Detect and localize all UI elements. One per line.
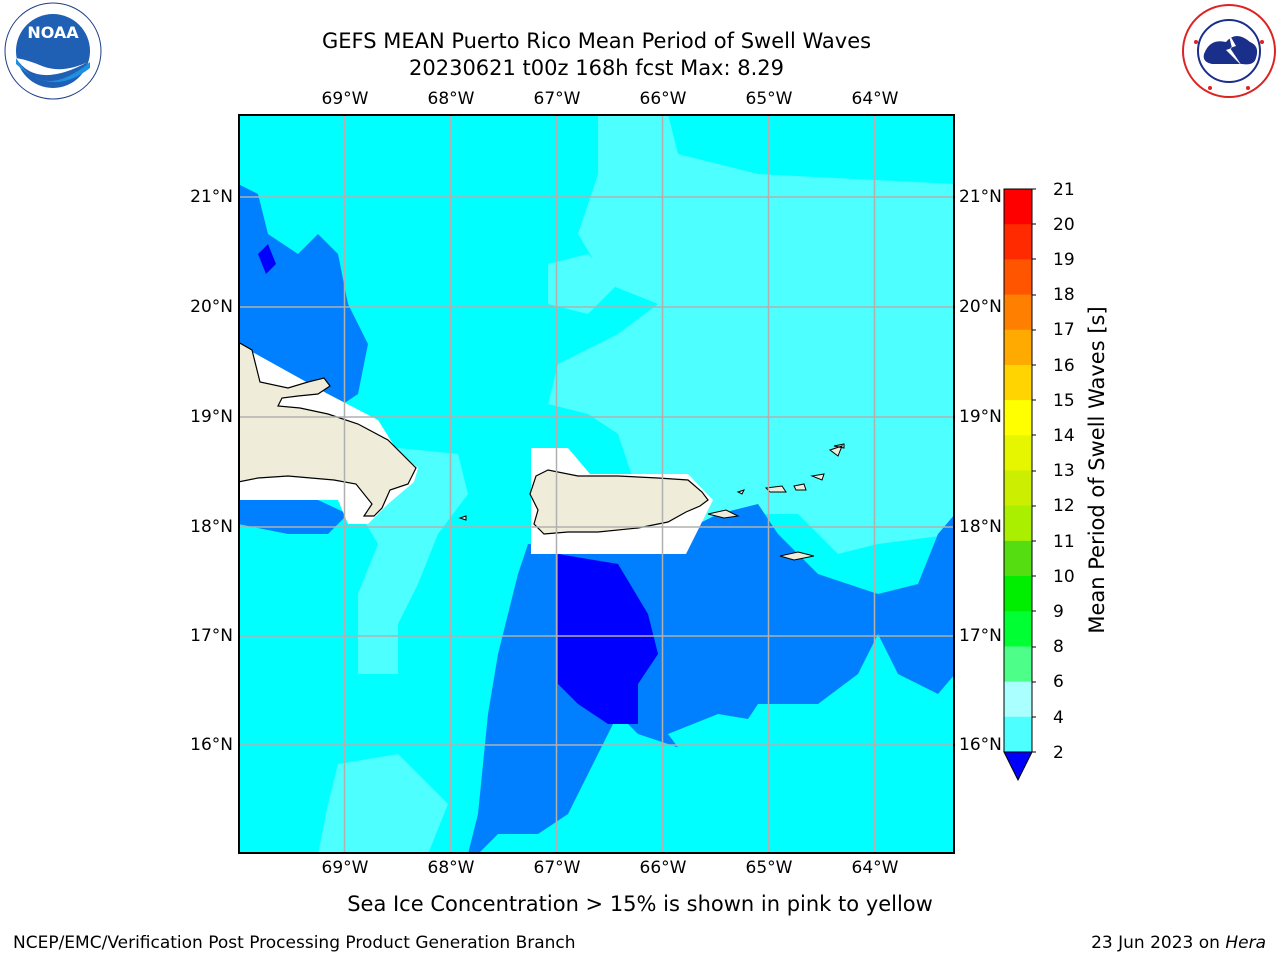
colorbar-ticks xyxy=(1032,188,1036,753)
colorbar-swatch-15 xyxy=(1004,400,1032,436)
period-field-lt-2-small xyxy=(258,244,276,274)
colorbar-swatch-11 xyxy=(1004,540,1032,577)
virgin-islands xyxy=(736,443,845,495)
colorbar-title: Mean Period of Swell Waves [s] xyxy=(1085,306,1109,634)
puerto-rico-land xyxy=(529,469,709,535)
lon-label-bottom-68w: 68°W xyxy=(427,858,475,878)
footer-machine: Hera xyxy=(1225,933,1266,953)
colorbar-label-8: 8 xyxy=(1053,637,1064,657)
colorbar-label-13: 13 xyxy=(1053,461,1075,481)
colorbar-swatches xyxy=(1004,189,1032,753)
lon-label-bottom-65w: 65°W xyxy=(745,858,793,878)
lat-label-left-17n: 17°N xyxy=(190,626,233,646)
lon-label-top-66w: 66°W xyxy=(639,89,687,109)
footer-branch: NCEP/EMC/Verification Post Processing Pr… xyxy=(13,933,576,953)
lat-label-left-20n: 20°N xyxy=(190,297,233,317)
colorbar-swatch-13 xyxy=(1004,470,1032,507)
colorbar-swatch-8 xyxy=(1004,646,1032,683)
lat-label-left-16n: 16°N xyxy=(190,735,233,755)
colorbar-swatch-18 xyxy=(1004,294,1032,331)
mona-island xyxy=(458,515,467,521)
colorbar-under-triangle xyxy=(1003,751,1033,782)
colorbar-swatch-10 xyxy=(1004,576,1032,612)
colorbar-label-6: 6 xyxy=(1053,672,1064,692)
lat-label-right-20n: 20°N xyxy=(959,297,1002,317)
lon-label-top-69w: 69°W xyxy=(321,89,369,109)
map-frame xyxy=(238,114,955,854)
colorbar-swatch-9 xyxy=(1004,611,1032,647)
colorbar-label-4: 4 xyxy=(1053,708,1064,728)
colorbar-swatch-21 xyxy=(1004,189,1032,225)
colorbar-label-12: 12 xyxy=(1053,496,1075,516)
nws-logo xyxy=(1182,4,1276,98)
period-field-6-8-north xyxy=(548,114,955,554)
noaa-logo-text: NOAA xyxy=(27,23,79,42)
colorbar-swatch-12 xyxy=(1004,505,1032,542)
period-field-4-6-southeast xyxy=(668,714,848,824)
lat-label-right-17n: 17°N xyxy=(959,626,1002,646)
colorbar-label-9: 9 xyxy=(1053,602,1064,622)
lat-label-left-18n: 18°N xyxy=(190,517,233,537)
map-subtitle: 20230621 t00z 168h fcst Max: 8.29 xyxy=(409,56,784,80)
colorbar-label-18: 18 xyxy=(1053,285,1075,305)
graticule xyxy=(238,114,955,854)
colorbar-label-16: 16 xyxy=(1053,356,1075,376)
colorbar-swatch-17 xyxy=(1004,329,1032,366)
lon-label-top-65w: 65°W xyxy=(745,89,793,109)
st-croix-island xyxy=(779,551,815,561)
lon-label-top-64w: 64°W xyxy=(851,89,899,109)
footer-date-text: 23 Jun 2023 on xyxy=(1091,933,1226,953)
period-field-6-8-small xyxy=(548,254,618,314)
colorbar-label-21: 21 xyxy=(1053,180,1075,200)
colorbar-label-2: 2 xyxy=(1053,743,1064,763)
footer-date: 23 Jun 2023 on Hera xyxy=(1091,933,1266,953)
lat-label-right-21n: 21°N xyxy=(959,187,1002,207)
colorbar xyxy=(1003,188,1036,782)
hispaniola-land xyxy=(238,341,417,517)
colorbar-swatch-16 xyxy=(1004,364,1032,401)
lon-label-bottom-66w: 66°W xyxy=(639,858,687,878)
lat-label-left-19n: 19°N xyxy=(190,407,233,427)
lon-label-bottom-69w: 69°W xyxy=(321,858,369,878)
period-field-lt-2 xyxy=(558,554,658,724)
colorbar-label-15: 15 xyxy=(1053,391,1075,411)
colorbar-swatch-19 xyxy=(1004,259,1032,296)
colorbar-swatch-14 xyxy=(1004,435,1032,471)
colorbar-label-17: 17 xyxy=(1053,320,1075,340)
colorbar-label-10: 10 xyxy=(1053,567,1075,587)
lon-label-top-67w: 67°W xyxy=(533,89,581,109)
vieques-island xyxy=(707,509,740,519)
noaa-logo: NOAA xyxy=(4,2,102,100)
lat-label-right-16n: 16°N xyxy=(959,735,1002,755)
colorbar-label-19: 19 xyxy=(1053,250,1075,270)
swell-period-map xyxy=(238,114,955,854)
colorbar-label-11: 11 xyxy=(1053,532,1075,552)
lon-label-bottom-64w: 64°W xyxy=(851,858,899,878)
map-title: GEFS MEAN Puerto Rico Mean Period of Swe… xyxy=(321,29,872,53)
lat-label-left-21n: 21°N xyxy=(190,187,233,207)
colorbar-swatch-4 xyxy=(1004,716,1032,753)
colorbar-label-14: 14 xyxy=(1053,426,1075,446)
colorbar-swatch-6 xyxy=(1004,681,1032,718)
period-field-2-4-hispaniola xyxy=(238,494,348,534)
lon-label-bottom-67w: 67°W xyxy=(533,858,581,878)
lon-label-top-68w: 68°W xyxy=(427,89,475,109)
period-field-6-8-south xyxy=(318,754,448,854)
colorbar-label-20: 20 xyxy=(1053,215,1075,235)
colorbar-swatch-20 xyxy=(1004,224,1032,260)
sea-ice-note: Sea Ice Concentration > 15% is shown in … xyxy=(347,892,933,916)
lat-label-right-19n: 19°N xyxy=(959,407,1002,427)
lat-label-right-18n: 18°N xyxy=(959,517,1002,537)
